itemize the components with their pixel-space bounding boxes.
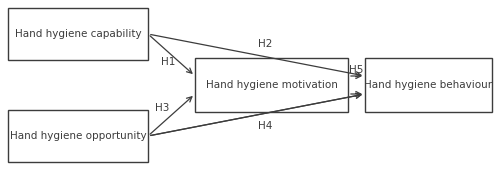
Text: Hand hygiene opportunity: Hand hygiene opportunity	[10, 131, 146, 141]
Bar	[365, 58, 492, 112]
Text: H5: H5	[349, 65, 363, 75]
Text: H2: H2	[258, 39, 272, 49]
Bar	[8, 8, 148, 60]
Bar	[8, 110, 148, 162]
Text: H4: H4	[258, 121, 272, 131]
Text: H3: H3	[155, 103, 169, 113]
Bar	[195, 58, 348, 112]
Text: Hand hygiene motivation: Hand hygiene motivation	[206, 80, 338, 90]
Text: Hand hygiene behaviour: Hand hygiene behaviour	[364, 80, 492, 90]
Text: Hand hygiene capability: Hand hygiene capability	[14, 29, 141, 39]
Text: H1: H1	[161, 57, 175, 67]
